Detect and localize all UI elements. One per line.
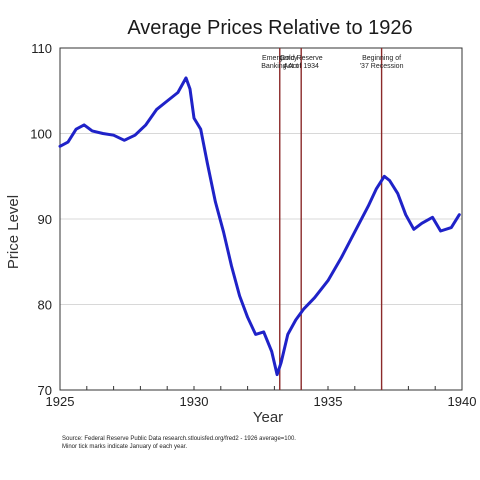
source-text: Source: Federal Reserve Public Data rese… [62,436,296,450]
plot-area-border [59,47,463,391]
source-note: Source: Federal Reserve Public Data rese… [62,436,296,450]
x-tick-label: 1940 [448,394,477,409]
x-tick-label: 1925 [46,394,75,409]
tick-labels: 70 80 90 100 110 1925 1930 1935 1940 [30,41,476,409]
y-tick-label: 100 [30,127,52,142]
x-tick-label: 1930 [180,394,209,409]
y-tick-label: 80 [38,298,52,313]
chart-title: Average Prices Relative to 1926 [127,17,412,39]
y-tick-label: 70 [38,383,52,398]
event-label: Emergency Banking Act [261,55,298,70]
series-layer [58,76,461,377]
price-series-line [58,76,461,377]
grid [59,133,463,390]
y-tick-label: 90 [38,212,52,227]
y-tick-label: 110 [31,41,52,56]
x-axis-label: Year [253,409,283,426]
event-label: Beginning of '37 Recession [360,55,404,70]
y-axis-label: Price Level [5,195,22,269]
x-tick-label: 1935 [314,394,343,409]
event-label: Gold Reserve Act of 1934 [280,55,323,70]
